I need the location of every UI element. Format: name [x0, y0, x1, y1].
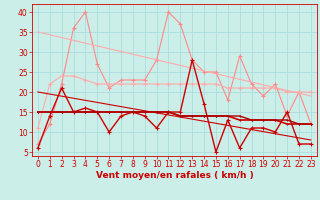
X-axis label: Vent moyen/en rafales ( km/h ): Vent moyen/en rafales ( km/h ) — [96, 171, 253, 180]
